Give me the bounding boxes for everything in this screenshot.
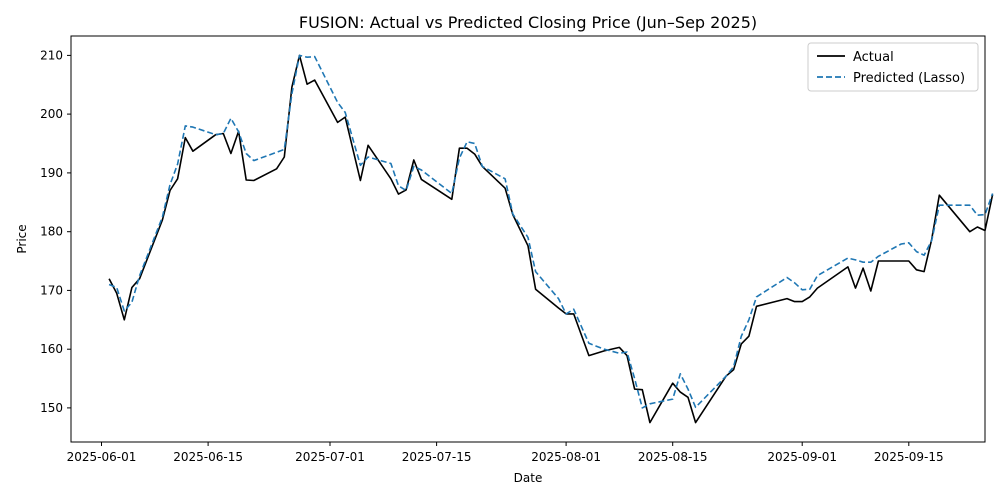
x-tick-label: 2025-08-15 — [638, 450, 708, 464]
x-tick-label: 2025-08-01 — [531, 450, 601, 464]
y-tick-label: 210 — [40, 48, 63, 62]
y-tick-label: 170 — [40, 283, 63, 297]
series-layer — [108, 54, 994, 424]
y-tick-label: 190 — [40, 166, 63, 180]
legend-label-predicted: Predicted (Lasso) — [853, 71, 965, 86]
y-axis-label: Price — [15, 224, 29, 253]
y-tick-label: 150 — [40, 401, 63, 415]
legend-box — [807, 42, 979, 92]
y-tick-label: 160 — [40, 342, 63, 356]
x-tick-label: 2025-06-01 — [67, 450, 137, 464]
x-tick-label: 2025-06-15 — [173, 450, 243, 464]
legend-label-actual: Actual — [853, 50, 894, 65]
y-axis: 150 160 170 180 190 200 210 — [40, 48, 71, 415]
x-tick-label: 2025-07-15 — [402, 450, 472, 464]
x-tick-label: 2025-09-01 — [767, 450, 837, 464]
plot-frame — [70, 35, 986, 443]
x-axis: 2025-06-01 2025-06-15 2025-07-01 2025-07-15… — [67, 442, 944, 464]
chart-title: FUSION: Actual vs Predicted Closing Pric… — [299, 13, 757, 32]
x-axis-label: Date — [514, 471, 543, 485]
y-tick-label: 180 — [40, 225, 63, 239]
y-tick-label: 200 — [40, 107, 63, 121]
x-tick-label: 2025-07-01 — [295, 450, 365, 464]
legend: Actual Predicted (Lasso) — [807, 42, 979, 92]
series-line-predicted — [108, 54, 994, 409]
x-tick-label: 2025-09-15 — [874, 450, 944, 464]
